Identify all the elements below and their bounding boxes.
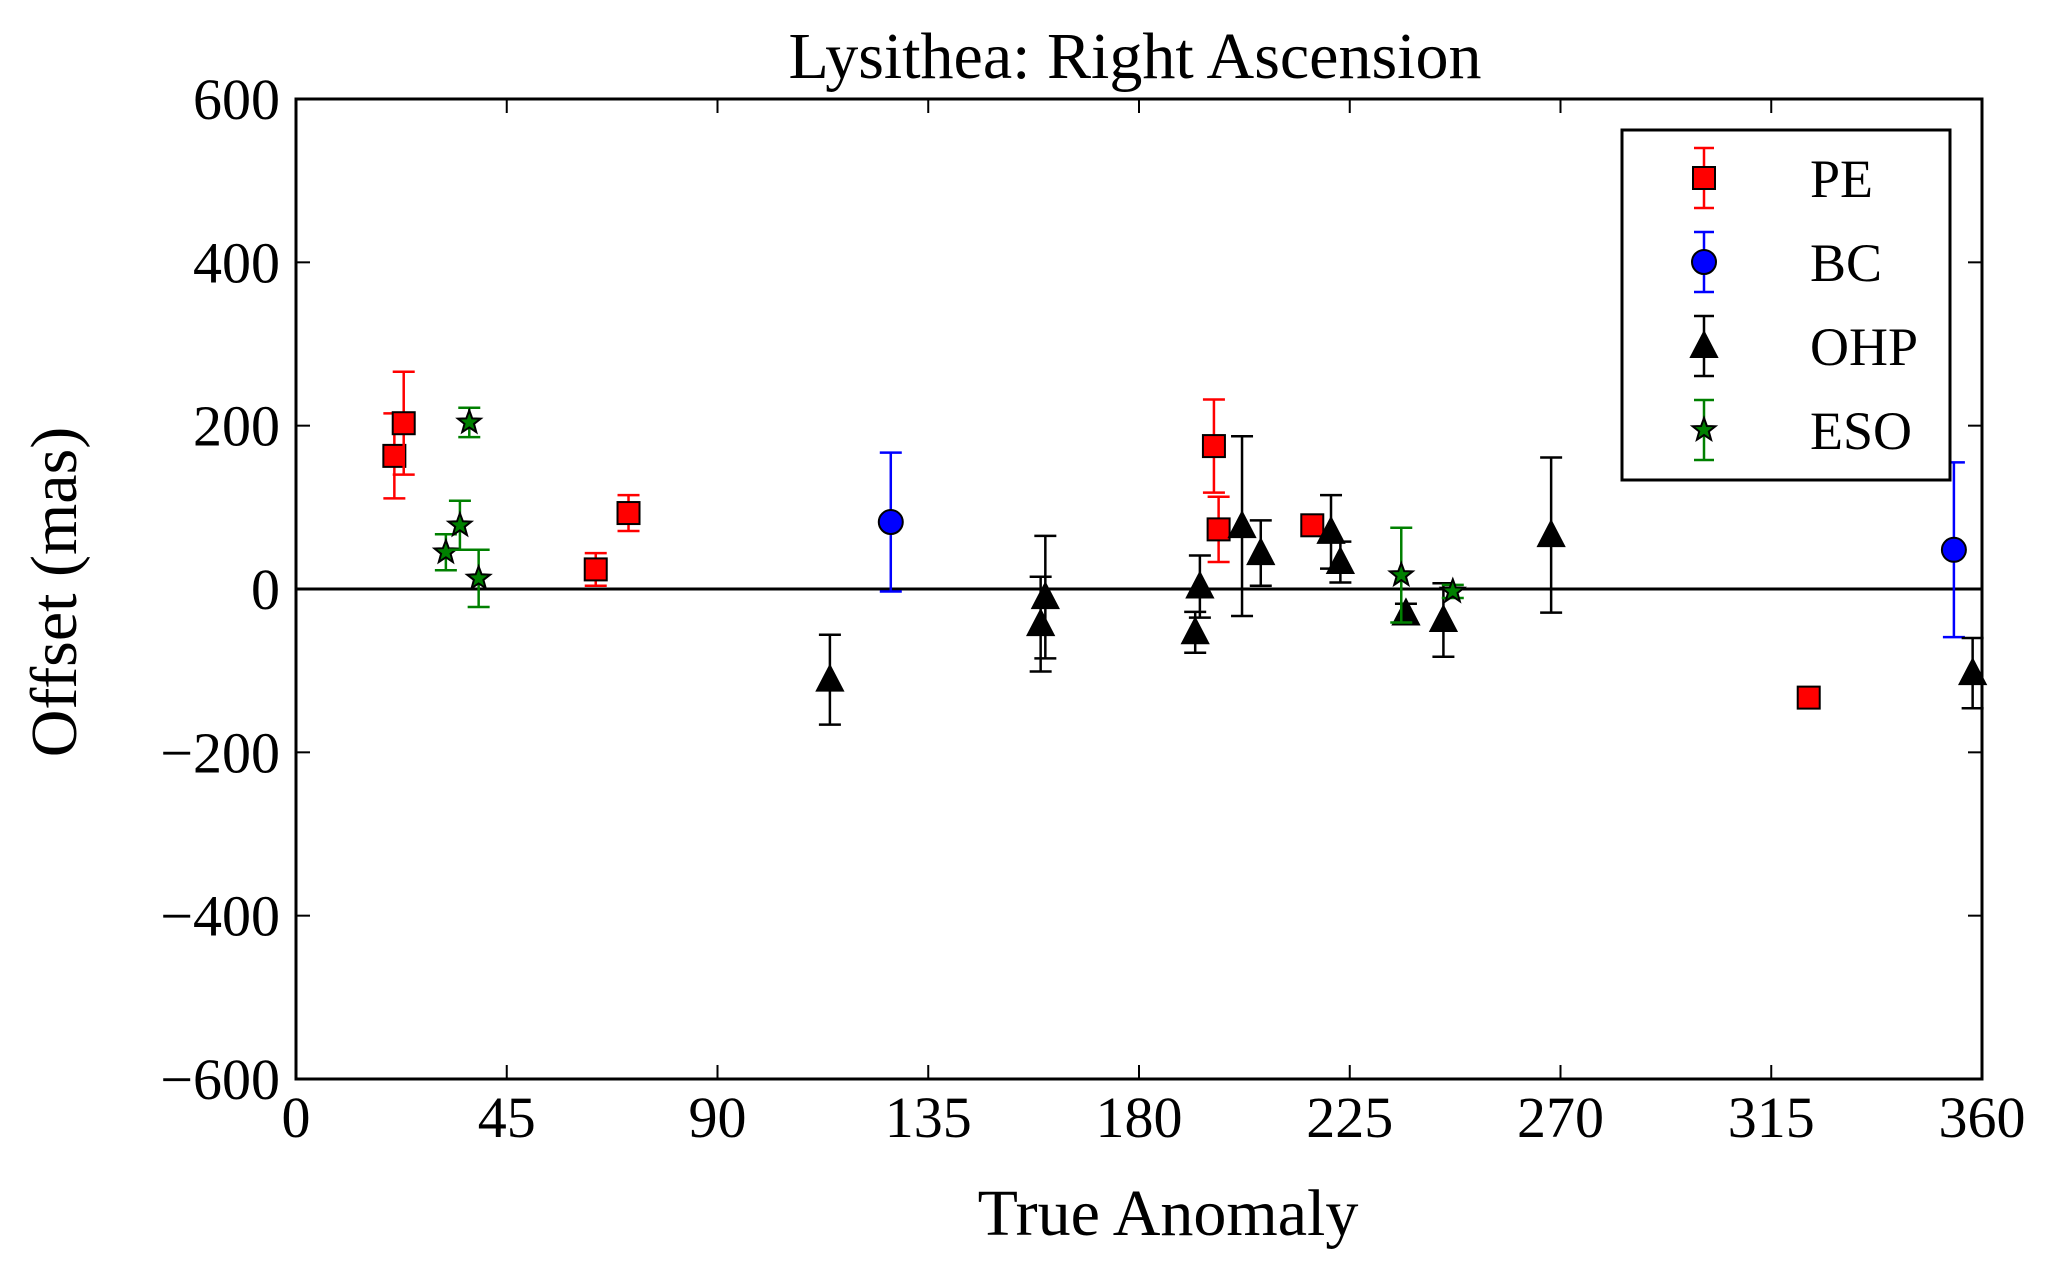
point-marker bbox=[1246, 536, 1276, 566]
data-point bbox=[1428, 582, 1459, 659]
point-marker bbox=[1438, 576, 1467, 604]
series-ohp bbox=[815, 435, 1988, 726]
point-marker bbox=[1325, 545, 1356, 575]
legend-entry-eso: ESO bbox=[1689, 398, 1912, 462]
x-tick-label: 225 bbox=[1306, 1085, 1393, 1150]
data-point bbox=[1246, 519, 1276, 587]
y-tick-label: 0 bbox=[251, 557, 280, 622]
point-marker bbox=[1536, 518, 1566, 548]
legend-entry-bc: BC bbox=[1691, 230, 1882, 294]
x-tick-label: 45 bbox=[478, 1085, 536, 1150]
data-point bbox=[1185, 554, 1215, 619]
legend-marker bbox=[1691, 249, 1717, 275]
y-tick-label: −600 bbox=[160, 1047, 280, 1112]
legend-label: PE bbox=[1810, 149, 1873, 209]
chart-title: Lysithea: Right Ascension bbox=[789, 20, 1482, 93]
data-point bbox=[1957, 636, 1988, 710]
data-point bbox=[616, 493, 641, 533]
axis-ticks: 0 45 90 135 180 225 270 315 360 −600 −400 −200 0 200 4… bbox=[160, 67, 2025, 1150]
point-marker bbox=[1391, 597, 1421, 626]
point-marker bbox=[464, 563, 493, 591]
point-marker bbox=[391, 411, 416, 436]
legend-marker bbox=[1692, 166, 1716, 190]
x-tick-label: 135 bbox=[885, 1085, 972, 1150]
point-marker bbox=[1030, 580, 1060, 610]
point-marker bbox=[382, 443, 407, 468]
data-point bbox=[1325, 540, 1356, 584]
plot-frame bbox=[294, 97, 1984, 1081]
data-point bbox=[445, 499, 475, 552]
point-marker bbox=[877, 509, 904, 536]
point-marker bbox=[1185, 570, 1215, 599]
data-points bbox=[382, 370, 1988, 726]
x-tick-label: 0 bbox=[282, 1085, 311, 1150]
legend-label: BC bbox=[1810, 233, 1882, 293]
legend-marker bbox=[1689, 415, 1719, 443]
data-point bbox=[1387, 526, 1416, 624]
data-point bbox=[1030, 534, 1060, 660]
data-point bbox=[1536, 456, 1566, 614]
point-marker bbox=[1387, 560, 1416, 588]
point-marker bbox=[1940, 536, 1967, 563]
x-tick-label: 315 bbox=[1728, 1085, 1815, 1150]
data-point bbox=[815, 633, 845, 726]
x-tick-label: 360 bbox=[1939, 1085, 2026, 1150]
data-point bbox=[1796, 685, 1821, 710]
data-point bbox=[1391, 597, 1421, 626]
point-marker bbox=[815, 663, 845, 692]
y-tick-label: −200 bbox=[160, 720, 280, 785]
legend-label: OHP bbox=[1810, 317, 1918, 377]
point-marker bbox=[1428, 603, 1459, 633]
data-point bbox=[1206, 495, 1231, 564]
y-tick-label: 600 bbox=[193, 67, 280, 132]
point-marker bbox=[1796, 685, 1821, 710]
x-axis-label: True Anomaly bbox=[978, 1177, 1359, 1250]
legend-entry-ohp: OHP bbox=[1689, 314, 1918, 378]
point-marker bbox=[431, 537, 461, 565]
legend-entry-pe: PE bbox=[1692, 146, 1873, 210]
data-point bbox=[877, 451, 904, 593]
point-marker bbox=[1300, 513, 1325, 538]
data-point bbox=[1438, 576, 1467, 604]
data-point bbox=[391, 370, 416, 476]
series-eso bbox=[431, 406, 1467, 624]
legend: PE BC OHP ESO bbox=[1620, 128, 1952, 482]
y-tick-label: −400 bbox=[160, 884, 280, 949]
x-tick-label: 180 bbox=[1096, 1085, 1183, 1150]
point-marker bbox=[1227, 509, 1257, 539]
point-marker bbox=[1201, 434, 1226, 459]
point-marker bbox=[1180, 616, 1210, 645]
legend-box bbox=[1620, 128, 1952, 482]
y-tick-label: 200 bbox=[193, 394, 280, 459]
y-axis-label: Offset (mas) bbox=[18, 427, 91, 758]
data-point bbox=[431, 533, 461, 572]
data-point bbox=[1940, 461, 1967, 639]
point-marker bbox=[1957, 656, 1988, 686]
data-point bbox=[1201, 398, 1226, 494]
y-tick-label: 400 bbox=[193, 230, 280, 295]
legend-label: ESO bbox=[1810, 401, 1912, 461]
point-marker bbox=[1206, 517, 1231, 542]
data-point bbox=[1180, 610, 1210, 654]
data-point bbox=[455, 406, 484, 439]
point-marker bbox=[445, 510, 475, 538]
data-point bbox=[1227, 435, 1257, 618]
series-bc bbox=[877, 451, 1967, 639]
point-marker bbox=[583, 557, 608, 582]
point-marker bbox=[455, 407, 484, 435]
point-marker bbox=[616, 501, 641, 526]
point-marker bbox=[1026, 607, 1056, 637]
data-point bbox=[464, 548, 493, 609]
x-tick-label: 270 bbox=[1517, 1085, 1604, 1150]
x-tick-label: 90 bbox=[689, 1085, 747, 1150]
legend-marker bbox=[1689, 329, 1719, 358]
data-point bbox=[1300, 513, 1325, 538]
series-pe bbox=[382, 370, 1821, 710]
data-point bbox=[583, 551, 608, 587]
